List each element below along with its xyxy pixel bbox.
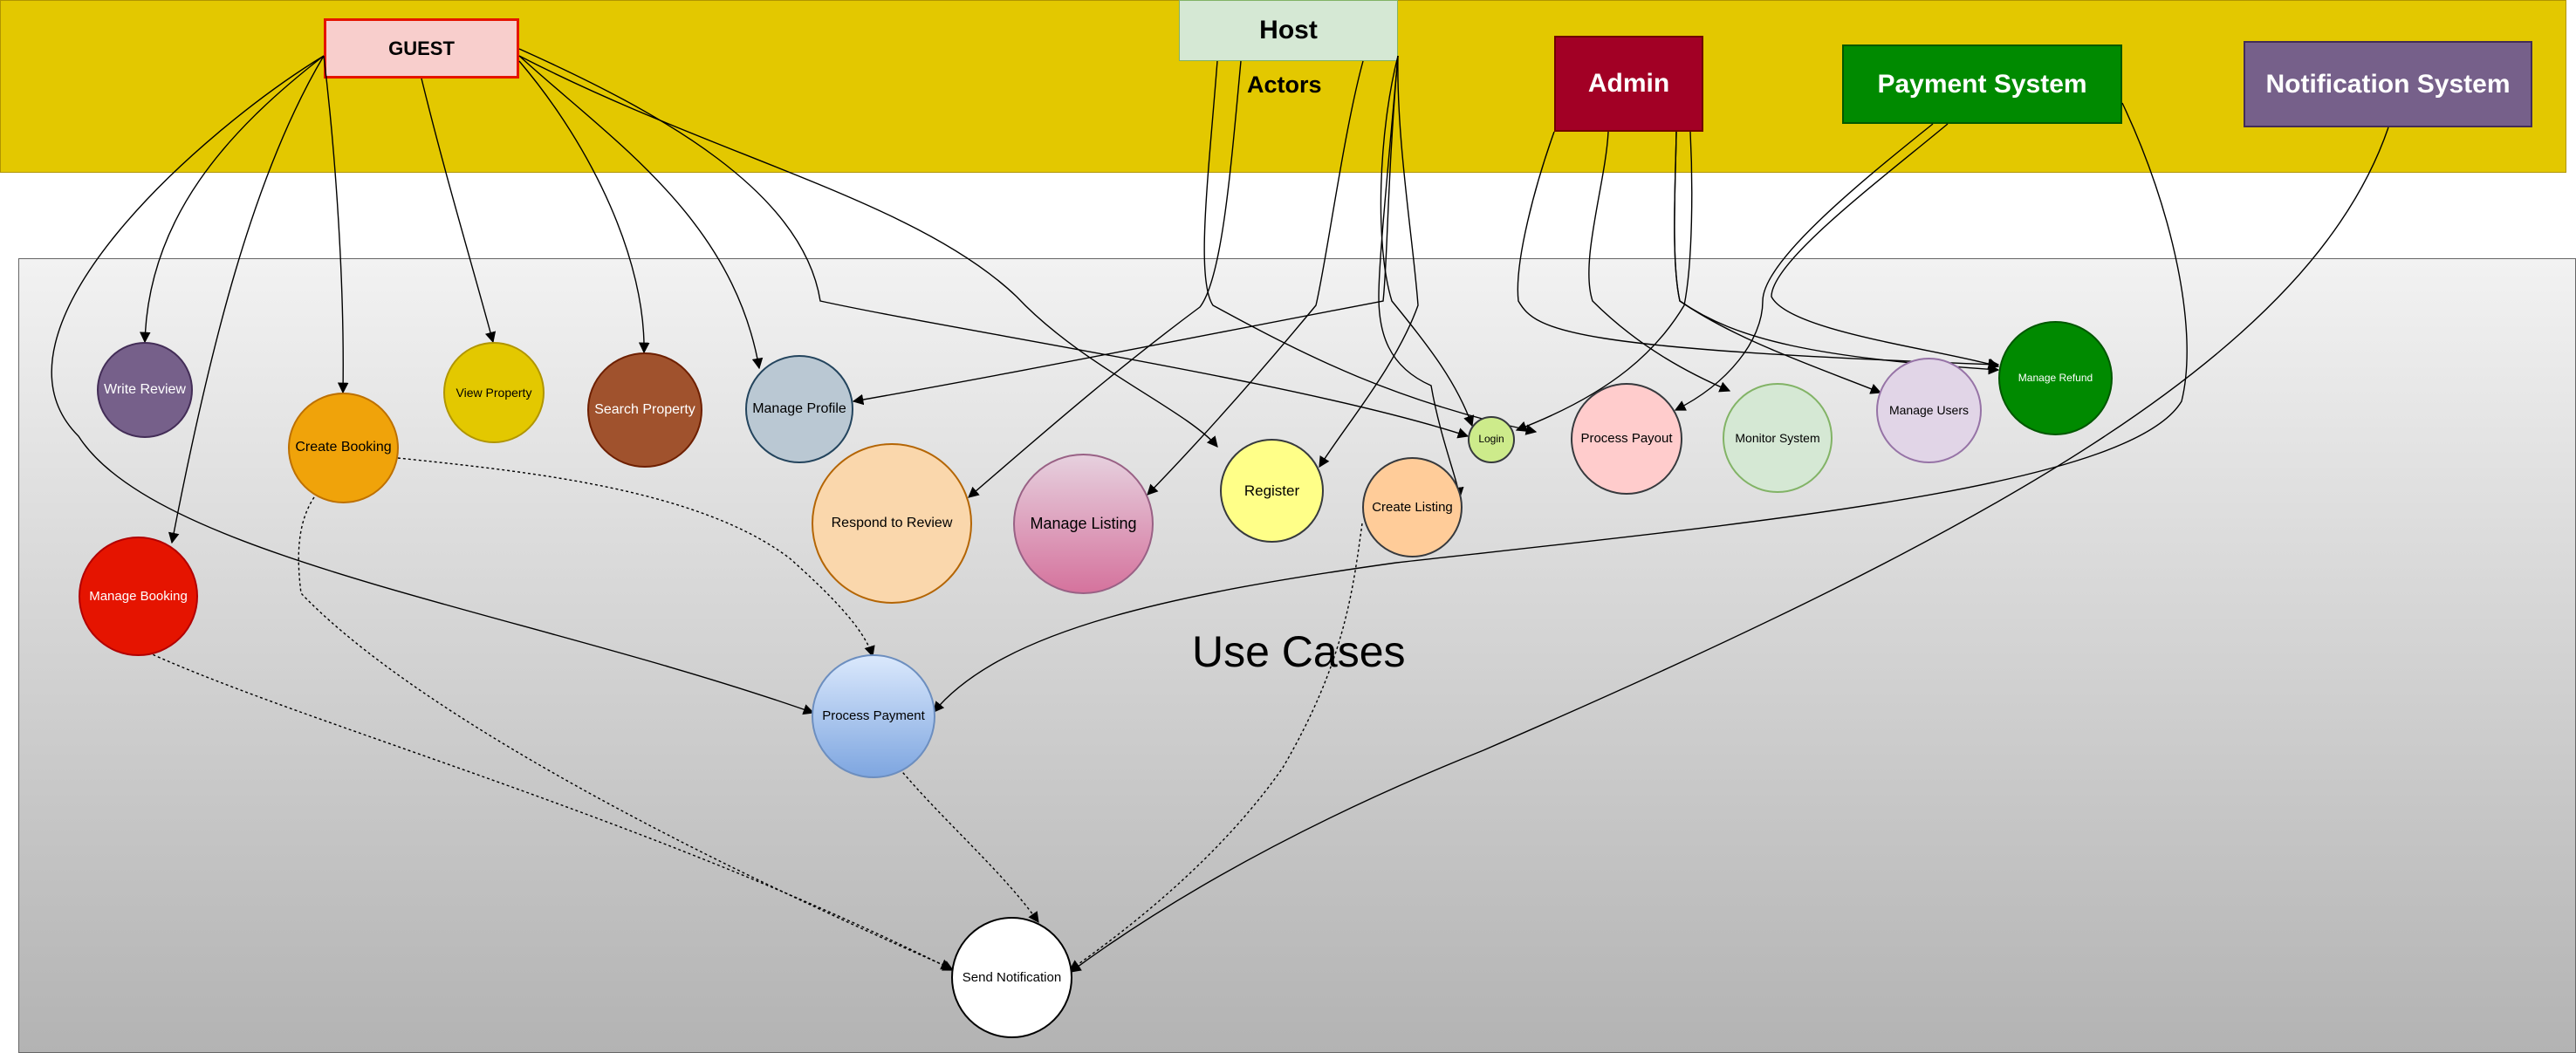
edge-guest-view-property <box>421 78 497 344</box>
edge-admin-manage-users <box>1674 131 1882 394</box>
actor-payment-system[interactable]: Payment System <box>1842 44 2122 124</box>
edge-admin-process-payout <box>1515 131 1693 432</box>
actor-notification-system[interactable]: Notification System <box>2244 41 2532 127</box>
use-case-monitor-system[interactable]: Monitor System <box>1723 383 1833 493</box>
edge-guest-manage-booking <box>168 55 325 544</box>
edge-host-manage-listing <box>1147 60 1364 496</box>
edge-host-manage-profile-2 <box>852 55 1399 406</box>
include-create-listing-send-notification <box>1068 523 1363 971</box>
edge-admin-monitor-system <box>1588 131 1731 393</box>
include-create-booking-send-notification <box>298 496 953 970</box>
edge-guest-search-property <box>518 60 650 354</box>
edge-host-register <box>1319 55 1419 468</box>
use-case-register[interactable]: Register <box>1220 439 1324 543</box>
use-case-manage-refund[interactable]: Manage Refund <box>1998 321 2113 435</box>
use-case-write-review[interactable]: Write Review <box>97 342 193 438</box>
actor-host[interactable]: Host <box>1179 0 1398 61</box>
use-case-search-property[interactable]: Search Property <box>587 352 702 468</box>
edge-host-manage-profile <box>1203 60 1538 435</box>
edge-guest-process-payment <box>51 55 815 715</box>
use-case-manage-listing[interactable]: Manage Listing <box>1013 454 1154 594</box>
use-case-process-payout[interactable]: Process Payout <box>1571 383 1682 495</box>
use-case-create-listing[interactable]: Create Listing <box>1362 457 1463 557</box>
actor-guest[interactable]: GUEST <box>324 18 519 79</box>
edge-guest-create-booking <box>323 55 349 394</box>
edge-host-create-listing <box>1378 55 1464 499</box>
include-create-booking-process-payment <box>397 457 875 658</box>
use-case-process-payment[interactable]: Process Payment <box>812 654 935 778</box>
edge-host-respond-to-review <box>968 60 1242 498</box>
edge-payment-process-payment <box>933 102 2188 713</box>
use-case-manage-booking[interactable]: Manage Booking <box>79 537 198 656</box>
use-case-create-booking[interactable]: Create Booking <box>288 393 399 503</box>
actors-band-label: Actors <box>1247 72 1322 98</box>
edge-guest-manage-profile <box>518 55 764 370</box>
edge-admin-login <box>1517 131 2000 370</box>
actor-admin[interactable]: Admin <box>1554 36 1703 132</box>
edge-host-login <box>1380 55 1475 427</box>
use-case-view-property[interactable]: View Property <box>443 342 545 443</box>
edge-guest-register <box>518 55 1218 448</box>
use-case-login[interactable]: Login <box>1468 416 1515 463</box>
use-case-manage-users[interactable]: Manage Users <box>1876 358 1982 463</box>
edge-payment-manage-refund <box>1771 123 2000 369</box>
use-cases-title: Use Cases <box>1192 627 1406 676</box>
edge-guest-write-review <box>140 55 325 344</box>
use-case-respond-to-review[interactable]: Respond to Review <box>812 443 972 604</box>
include-manage-booking-send-notification <box>147 652 955 971</box>
edge-notification-send-notification <box>1069 126 2389 973</box>
edge-payment-process-payout <box>1674 123 1934 411</box>
edge-admin-manage-refund <box>1674 131 2000 375</box>
use-case-manage-profile[interactable]: Manage Profile <box>745 355 853 463</box>
use-case-send-notification[interactable]: Send Notification <box>951 917 1072 1038</box>
edge-guest-login <box>518 48 1470 439</box>
include-process-payment-send-notification <box>856 744 1039 924</box>
